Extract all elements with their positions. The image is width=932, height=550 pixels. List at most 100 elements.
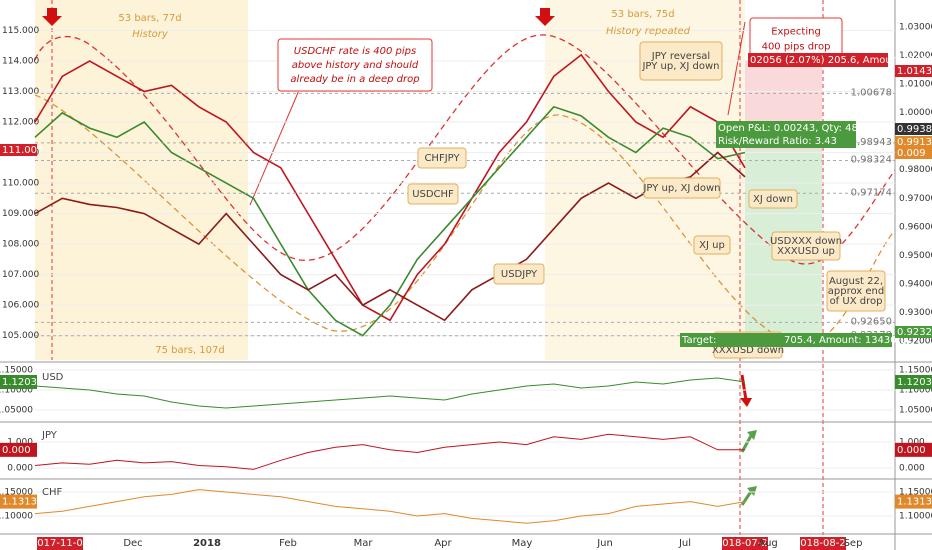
y-tick-label: 1.05000: [0, 406, 33, 416]
annotation: of UX drop: [830, 296, 883, 307]
price-badge-label: 0.009: [897, 148, 926, 159]
annotation: JPY up, XJ down: [642, 183, 720, 194]
y2-tick-label: 1.10000: [899, 512, 932, 522]
price-badge: [895, 442, 932, 457]
y-tick-label: 1.15000: [0, 488, 33, 498]
price-badge-label: 1.13135: [897, 497, 932, 508]
y-tick-label: 1.15000: [0, 366, 33, 376]
annotation: XXXUSD down: [712, 345, 784, 356]
y-tick-label: 115.000: [2, 26, 39, 36]
annotation-box: [639, 41, 723, 81]
callout-pointer: [727, 21, 746, 116]
annotation: August 22,: [829, 276, 883, 287]
annotation: 53 bars, 75d: [611, 9, 674, 20]
x-tick-label: Feb: [279, 538, 297, 549]
price-badge: [895, 147, 932, 159]
y-tick-label: 109.000: [2, 209, 39, 219]
position-label: Risk/Reward Ratio: 3.43: [718, 136, 837, 147]
price-badge-label: 0.99137: [897, 137, 932, 148]
y2-tick-label: 1.02000: [899, 51, 932, 61]
annotation-box: [277, 38, 433, 92]
annotation: Expecting: [771, 27, 821, 38]
x-tick-label: Dec: [123, 538, 142, 549]
price-badge: [0, 375, 37, 389]
arrow: [740, 433, 754, 453]
price-level-label: 0.92650: [851, 316, 892, 327]
price-level-label: 0.97174: [851, 187, 892, 198]
annotation: USDXXX down: [770, 236, 842, 247]
y-tick-label: 105.000: [2, 331, 39, 341]
annotation: already be in a deep drop: [290, 74, 419, 85]
annotation-box: [417, 147, 467, 169]
time-badge: [37, 537, 83, 550]
price-line: [34, 433, 745, 470]
y-tick-label: 1.000: [7, 438, 33, 448]
price-badge: [0, 494, 37, 509]
price-level-label: 0.98324: [851, 154, 892, 165]
history-zone: [35, 0, 248, 360]
x-tick-label: Sep: [844, 538, 863, 549]
annotation: approx end: [828, 286, 884, 297]
x-tick-label: Jul: [678, 538, 691, 549]
price-badge: [895, 494, 932, 509]
x-tick-label: Apr: [434, 538, 452, 549]
price-badge-label: 1.12037: [2, 377, 43, 388]
annotation: 400 pips drop: [762, 42, 831, 53]
annotation: USDJPY: [501, 269, 538, 280]
y-tick-label: 0.000: [7, 464, 33, 474]
y2-tick-label: 1.05000: [899, 406, 932, 416]
x-tick-label: Aug: [758, 538, 778, 549]
position-label-bg: [680, 333, 892, 347]
price-badge: [895, 375, 932, 389]
y2-tick-label: 1.10000: [899, 386, 932, 396]
annotation: History repeated: [606, 26, 691, 37]
annotation: History: [132, 29, 169, 40]
y-tick-label: 112.000: [2, 118, 39, 128]
pane-title: CHF: [42, 487, 63, 498]
position-label: Target:: [681, 335, 716, 346]
y-tick-label: 1.10000: [0, 386, 33, 396]
annotation: 75 bars, 107d: [155, 345, 225, 356]
y2-tick-label: 1.03000: [899, 23, 932, 33]
y2-tick-label: 1.00000: [899, 108, 932, 118]
annotation-box: [693, 235, 731, 255]
annotation-box: [643, 177, 721, 199]
annotation-box: [748, 189, 798, 209]
arrow: [747, 486, 757, 496]
y-tick-label: 107.000: [2, 270, 39, 280]
y-tick-label: 114.000: [2, 57, 39, 67]
annotation: XJ down: [753, 194, 793, 205]
x-tick-label: 2018: [193, 538, 221, 549]
price-level-label: 1.00678: [851, 87, 892, 98]
x-tick-label: 2018-08-22: [794, 538, 852, 549]
position-label: Open P&L: 0.00243, Qty: 48638: [718, 123, 877, 134]
annotation-box: [493, 263, 545, 285]
position-label-bg: [716, 134, 856, 148]
price-line: [34, 377, 746, 409]
price-line: [34, 489, 746, 524]
annotation-box: [826, 270, 886, 312]
y-tick-label: 113.000: [2, 87, 39, 97]
annotation: XJ up: [699, 240, 725, 251]
time-badge: [800, 537, 846, 550]
price-badge: [0, 144, 37, 156]
y2-tick-label: 0.98000: [899, 165, 932, 175]
annotation: JPY reversal: [651, 51, 710, 62]
pane-title: USD: [42, 372, 64, 383]
price-badge: [895, 136, 932, 148]
price-badge-label: 1.13135: [2, 497, 43, 508]
y2-tick-label: 1.15000: [899, 488, 932, 498]
annotation: CHFJPY: [424, 153, 460, 164]
y-tick-label: 108.000: [2, 240, 39, 250]
annotation: above history and should: [292, 60, 419, 71]
price-badge: [0, 442, 37, 457]
annotation: 53 bars, 77d: [118, 13, 181, 24]
position-label-bg: [748, 53, 888, 67]
x-tick-label: May: [512, 538, 533, 549]
annotation: USDCHF: [412, 189, 454, 200]
price-badge-label: 0.000: [897, 445, 926, 456]
